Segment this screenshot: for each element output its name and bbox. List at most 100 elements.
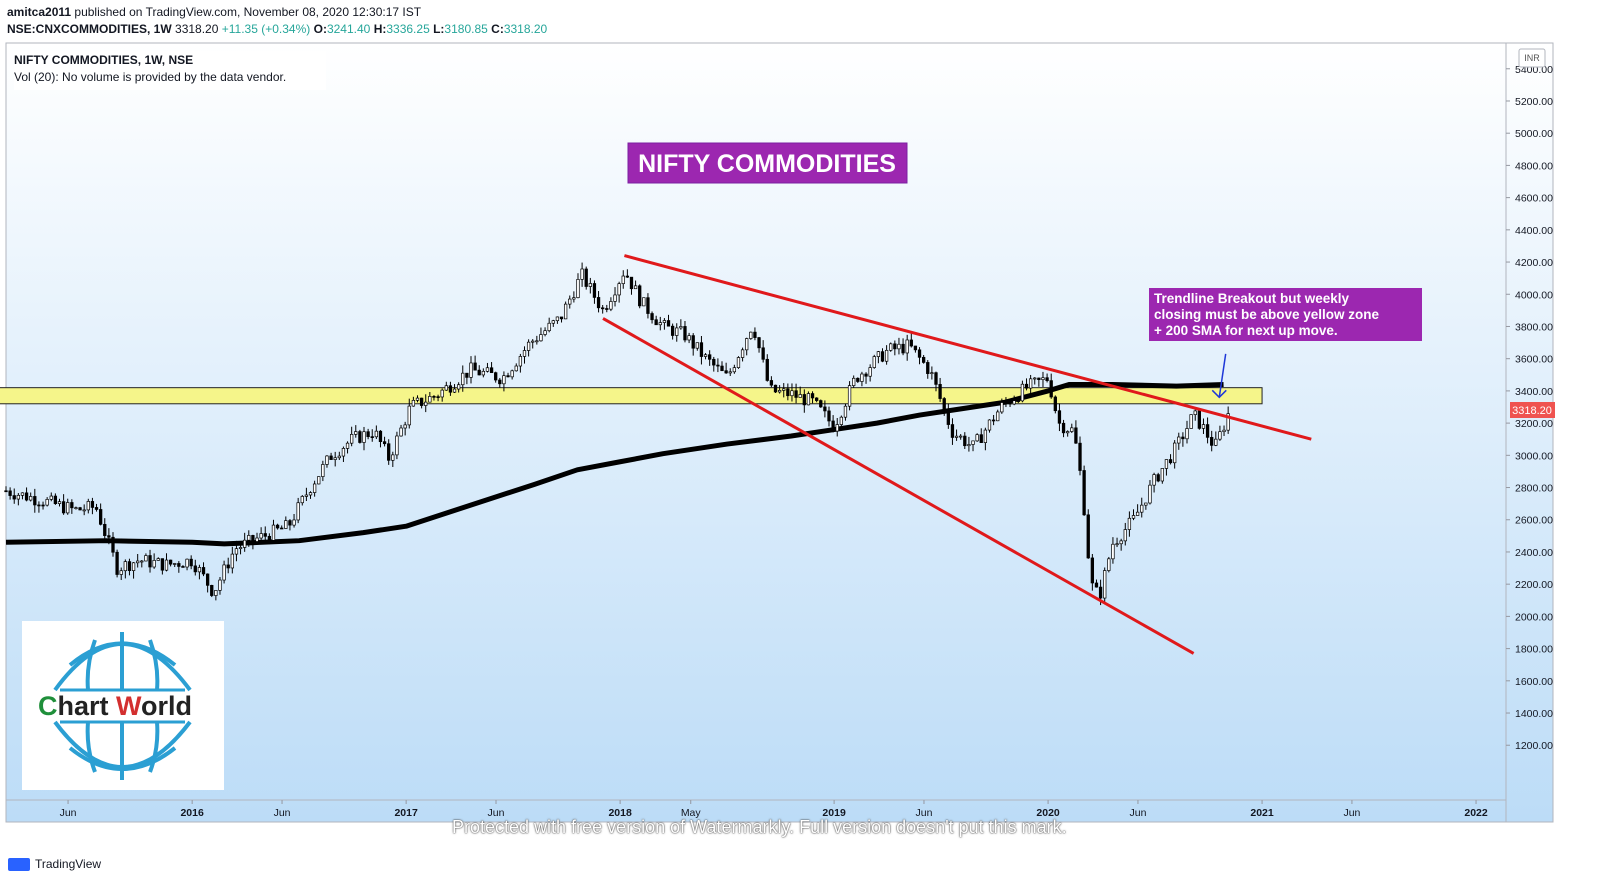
y-tick-label: 1200.00	[1515, 740, 1553, 752]
price-change: +11.35 (+0.34%)	[221, 22, 311, 36]
candle-body	[712, 358, 716, 366]
x-tick-label: Jun	[60, 807, 77, 819]
candle-body	[74, 507, 78, 509]
candle-body	[670, 325, 675, 336]
candle-body	[234, 548, 239, 555]
candle-body	[782, 388, 786, 391]
candle-body	[498, 379, 502, 385]
candle-body	[140, 560, 144, 563]
candle-body	[683, 326, 687, 341]
candle-body	[963, 435, 967, 447]
y-tick-label: 4800.00	[1515, 160, 1553, 172]
candle-body	[526, 341, 531, 351]
logo-orld: orld	[141, 691, 192, 721]
candle-body	[584, 268, 588, 287]
candle-body	[979, 434, 983, 443]
candle-body	[189, 558, 193, 567]
candle-body	[238, 547, 243, 550]
candle-body	[666, 320, 671, 327]
x-tick-label: Jun	[274, 807, 291, 819]
footer-brand[interactable]: TradingView	[8, 857, 101, 871]
candle-body	[419, 397, 424, 406]
candle-body	[765, 358, 769, 381]
candle-body	[971, 440, 975, 445]
candle-body	[481, 370, 485, 376]
publisher-name[interactable]: amitca2011	[7, 5, 72, 19]
candle-body	[893, 343, 897, 350]
candle-body	[835, 424, 839, 432]
currency-badge[interactable]: INR	[1518, 48, 1546, 68]
candle-body	[646, 297, 650, 314]
candle-body	[514, 365, 518, 372]
candle-body	[1164, 459, 1169, 469]
candle-body	[843, 405, 848, 418]
y-tick-label: 2200.00	[1515, 579, 1553, 591]
candle-body	[773, 384, 778, 393]
candle-body	[695, 342, 699, 349]
x-tick-label: Jun	[488, 807, 505, 819]
legend-title[interactable]: NIFTY COMMODITIES, 1W, NSE	[14, 53, 194, 67]
candle-body	[708, 354, 712, 360]
logo-c: C	[38, 691, 58, 721]
candle-body	[78, 507, 82, 511]
y-tick-label: 1600.00	[1515, 676, 1553, 688]
candle-body	[905, 339, 909, 354]
candle-body	[827, 410, 831, 422]
chart-title-annotation[interactable]: NIFTY COMMODITIES	[627, 142, 908, 184]
annotation-arrow	[1218, 353, 1227, 398]
price-badge-text: 3318.20	[1512, 405, 1552, 417]
y-tick-label: 3800.00	[1515, 321, 1553, 333]
candle-body	[732, 367, 737, 373]
candle-body	[786, 388, 790, 397]
candle-body	[341, 448, 346, 457]
candle-body	[444, 385, 448, 391]
candle-body	[432, 396, 436, 398]
last-price: 3318.20	[175, 22, 219, 36]
candle-body	[345, 442, 350, 449]
y-tick-label: 5200.00	[1515, 96, 1553, 108]
candle-body	[897, 343, 901, 350]
candle-body	[613, 294, 617, 302]
tradingview-logo-icon	[8, 857, 30, 871]
note-annotation[interactable]: Trendline Breakout but weekly closing mu…	[1149, 288, 1422, 341]
candle-body	[267, 535, 272, 541]
candle-body	[806, 393, 811, 406]
candle-body	[1103, 570, 1107, 599]
candle-body	[815, 397, 819, 401]
candle-body	[226, 564, 230, 569]
candle-body	[860, 373, 864, 382]
candle-body	[296, 502, 300, 521]
candle-body	[572, 297, 576, 300]
candle-body	[1111, 543, 1115, 560]
chart-title-text: NIFTY COMMODITIES	[638, 150, 896, 178]
note-line-3: + 200 SMA for next up move.	[1154, 323, 1338, 338]
candle-body	[37, 504, 41, 507]
candle-body	[440, 389, 444, 398]
y-tick-label: 2000.00	[1515, 611, 1553, 623]
candle-body	[362, 431, 366, 443]
candle-body	[247, 535, 251, 541]
candle-body	[868, 367, 872, 377]
candle-body	[185, 558, 189, 568]
candle-body	[934, 372, 938, 385]
candle-body	[588, 283, 592, 287]
logo-hart: hart	[58, 691, 117, 721]
candle-body	[70, 502, 74, 509]
candle-body	[119, 570, 123, 575]
candle-body	[839, 416, 843, 425]
candle-body	[1057, 410, 1062, 424]
candle-body	[1016, 400, 1020, 402]
candle-body	[555, 316, 560, 322]
candle-body	[740, 349, 745, 358]
candle-body	[1160, 468, 1164, 482]
candle-body	[876, 351, 881, 357]
candle-body	[1123, 529, 1127, 542]
candle-body	[8, 490, 12, 496]
candle-body	[1033, 377, 1037, 380]
candle-body	[601, 307, 605, 310]
x-tick-label: Jun	[1129, 807, 1146, 819]
high-value: 3336.25	[386, 22, 430, 36]
candle-body	[1115, 543, 1119, 546]
candle-body	[777, 390, 782, 393]
